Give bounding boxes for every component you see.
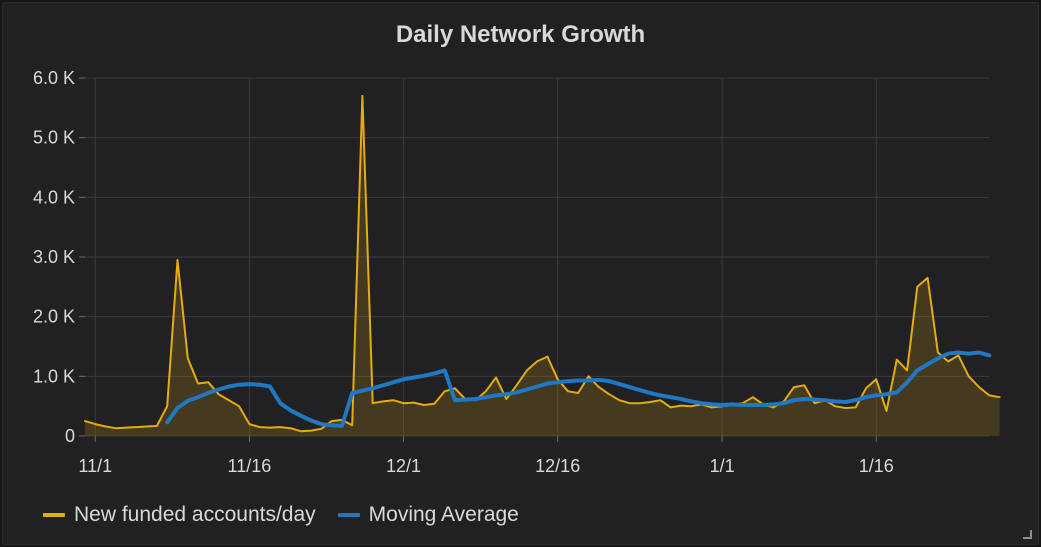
x-tick-label: 11/1: [78, 456, 112, 476]
series-line-1[interactable]: [165, 350, 992, 428]
y-tick-label: 0: [65, 426, 75, 446]
chart-title[interactable]: Daily Network Growth: [395, 21, 646, 48]
grid-lines: [79, 77, 989, 442]
y-tick-label: 2.0 K: [33, 307, 75, 327]
legend-item-series-1[interactable]: Moving Average: [337, 503, 519, 527]
y-tick-label: 6.0 K: [33, 68, 75, 88]
legend-swatch: [43, 513, 65, 517]
legend-label: Moving Average: [368, 503, 519, 526]
series-line-0[interactable]: [84, 94, 1001, 433]
legend: New funded accounts/day Moving Average: [43, 503, 541, 527]
y-tick-label: 5.0 K: [33, 128, 75, 148]
series-area-0: [85, 95, 1000, 437]
x-tick-label: 1/16: [859, 456, 894, 476]
x-tick-label: 12/16: [535, 456, 580, 476]
legend-label: New funded accounts/day: [74, 503, 316, 526]
chart-plot: 01.0 K2.0 K3.0 K4.0 K5.0 K6.0 K 11/1 11/1…: [33, 68, 1001, 476]
x-tick-label: 12/1: [386, 456, 421, 476]
y-tick-label: 4.0 K: [33, 187, 75, 207]
y-axis-ticks: 0 1.0 K 2.0 K 3.0 K 4.0 K 5.0 K 6.0 K: [33, 68, 75, 446]
x-tick-label: 11/16: [228, 456, 272, 476]
series-line-layer: [84, 94, 1001, 433]
resize-handle-icon[interactable]: [1023, 530, 1032, 539]
y-tick-label: 1.0 K: [33, 366, 75, 386]
legend-item-series-0[interactable]: New funded accounts/day: [43, 503, 316, 527]
series-area-layer: [85, 95, 1000, 437]
legend-swatch: [337, 513, 360, 517]
x-tick-label: 1/1: [710, 456, 735, 476]
y-tick-label: 3.0 K: [33, 247, 75, 267]
x-axis-ticks: 11/1 11/16 12/1 12/16 1/1 1/16: [78, 456, 893, 476]
